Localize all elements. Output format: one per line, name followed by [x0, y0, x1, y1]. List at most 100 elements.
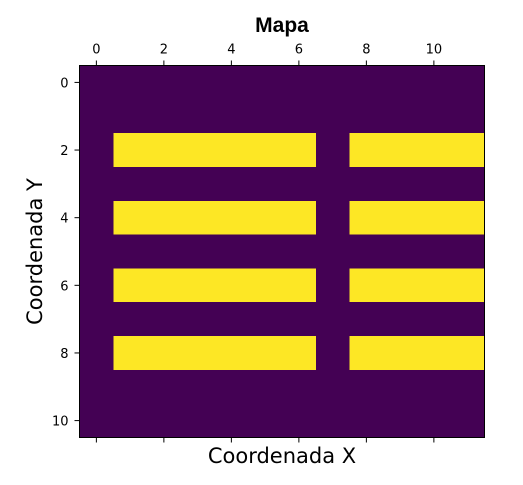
heatmap-cell [79, 336, 114, 371]
heatmap-cell [315, 234, 351, 270]
x-tick-label: 2 [160, 43, 168, 58]
heatmap-cell [450, 234, 486, 270]
heatmap-cell [349, 369, 384, 405]
x-tick-label: 4 [227, 43, 235, 58]
heatmap-cell [147, 99, 182, 134]
heatmap-cell [315, 302, 351, 337]
heatmap-cell [214, 302, 249, 337]
heatmap-cell [315, 200, 351, 236]
heatmap-cell [180, 268, 216, 303]
heatmap-cell [248, 268, 283, 303]
heatmap-cell [147, 65, 182, 100]
heatmap-cell [248, 302, 283, 337]
heatmap-cell [214, 234, 249, 270]
chart-title: Mapa [255, 14, 309, 37]
heatmap-cell [383, 65, 418, 100]
heatmap-cell [349, 302, 384, 337]
heatmap-cell [147, 403, 182, 439]
heatmap-cell [450, 336, 486, 371]
heatmap-cell [282, 403, 317, 439]
heatmap-cell [450, 133, 486, 168]
heatmap-cell [113, 133, 148, 168]
heatmap-cell [282, 336, 317, 371]
heatmap-cell [417, 65, 452, 100]
heatmap-cell [349, 200, 384, 236]
heatmap-cell [383, 268, 418, 303]
heatmap-cell [214, 133, 249, 168]
y-tick-label: 6 [60, 279, 68, 294]
heatmap-cell [383, 302, 418, 337]
heatmap-cell [180, 302, 216, 337]
heatmap-cell [180, 166, 216, 202]
heatmap-cell [417, 99, 452, 134]
x-axis-label: Coordenada X [208, 444, 356, 468]
heatmap-cell [315, 65, 351, 100]
heatmap-cell [113, 200, 148, 236]
heatmap-cell [79, 369, 114, 405]
heatmap-cell [282, 268, 317, 303]
y-axis-label: Coordenada Y [23, 178, 47, 325]
heatmap-cell [79, 403, 114, 439]
heatmap-cell [349, 234, 384, 270]
heatmap-cell [349, 99, 384, 134]
heatmap-cell [248, 200, 283, 236]
heatmap-cell [248, 336, 283, 371]
heatmap-cell [282, 369, 317, 405]
heatmap-cell [248, 65, 283, 100]
heatmap-cell [180, 403, 216, 439]
heatmap-cell [349, 336, 384, 371]
heatmap-cell [282, 302, 317, 337]
heatmap-cell [113, 166, 148, 202]
y-ticks: 0 2 4 6 8 10 [52, 76, 80, 430]
heatmap-cell [147, 268, 182, 303]
x-ticks-top: 0 2 4 6 8 10 [92, 43, 442, 66]
heatmap-cell [282, 99, 317, 134]
heatmap-cell [383, 200, 418, 236]
heatmap-cell [79, 268, 114, 303]
heatmap-cell [417, 133, 452, 168]
heatmap-cell [79, 234, 114, 270]
heatmap-cell [214, 99, 249, 134]
heatmap-cell [349, 166, 384, 202]
heatmap-cell [248, 166, 283, 202]
heatmap-cell [113, 268, 148, 303]
heatmap-cell [113, 369, 148, 405]
heatmap-cell [180, 133, 216, 168]
heatmap-cell [417, 234, 452, 270]
heatmap-cell [248, 234, 283, 270]
x-tick-label: 8 [362, 43, 370, 58]
heatmap-cell [383, 133, 418, 168]
y-tick-label: 0 [60, 76, 68, 91]
heatmap-cell [450, 403, 486, 439]
heatmap-cell [180, 200, 216, 236]
heatmap-cell [180, 336, 216, 371]
heatmap-cell [383, 369, 418, 405]
heatmap-cell [315, 369, 351, 405]
heatmap-cell [383, 403, 418, 439]
heatmap-cell [113, 234, 148, 270]
heatmap-cell [282, 234, 317, 270]
heatmap-cell [349, 133, 384, 168]
heatmap-cell [248, 133, 283, 168]
heatmap-cell [450, 268, 486, 303]
heatmap-cell [383, 234, 418, 270]
y-tick-label: 4 [60, 212, 68, 227]
x-tick-label: 10 [426, 43, 443, 58]
heatmap-cell [417, 200, 452, 236]
x-tick-label: 0 [92, 43, 100, 58]
y-tick-label: 2 [60, 144, 68, 159]
heatmap-cell [180, 369, 216, 405]
heatmap-cell [282, 200, 317, 236]
heatmap-cell [282, 166, 317, 202]
heatmap-cell [113, 403, 148, 439]
heatmap-cell [79, 99, 114, 134]
heatmap-cell [282, 65, 317, 100]
heatmap-cell [214, 268, 249, 303]
heatmap-cell [147, 166, 182, 202]
heatmap-cells [79, 65, 486, 439]
heatmap-cell [349, 65, 384, 100]
heatmap-cell [214, 200, 249, 236]
heatmap-cell [248, 403, 283, 439]
heatmap-cell [214, 369, 249, 405]
plot-frame [79, 65, 485, 438]
